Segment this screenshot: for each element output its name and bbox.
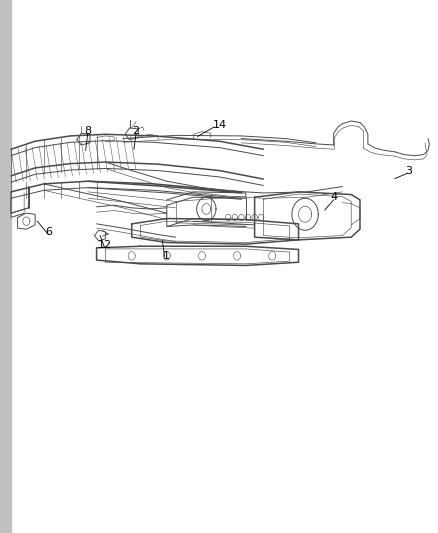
- Text: 1: 1: [163, 251, 170, 261]
- Text: 4: 4: [329, 192, 336, 202]
- Text: 8: 8: [84, 126, 91, 135]
- Bar: [0, 0, 11, 533]
- Text: 6: 6: [45, 227, 52, 237]
- Text: 12: 12: [98, 240, 112, 250]
- Text: 14: 14: [212, 120, 226, 130]
- Text: 2: 2: [132, 126, 139, 135]
- Text: 3: 3: [404, 166, 411, 175]
